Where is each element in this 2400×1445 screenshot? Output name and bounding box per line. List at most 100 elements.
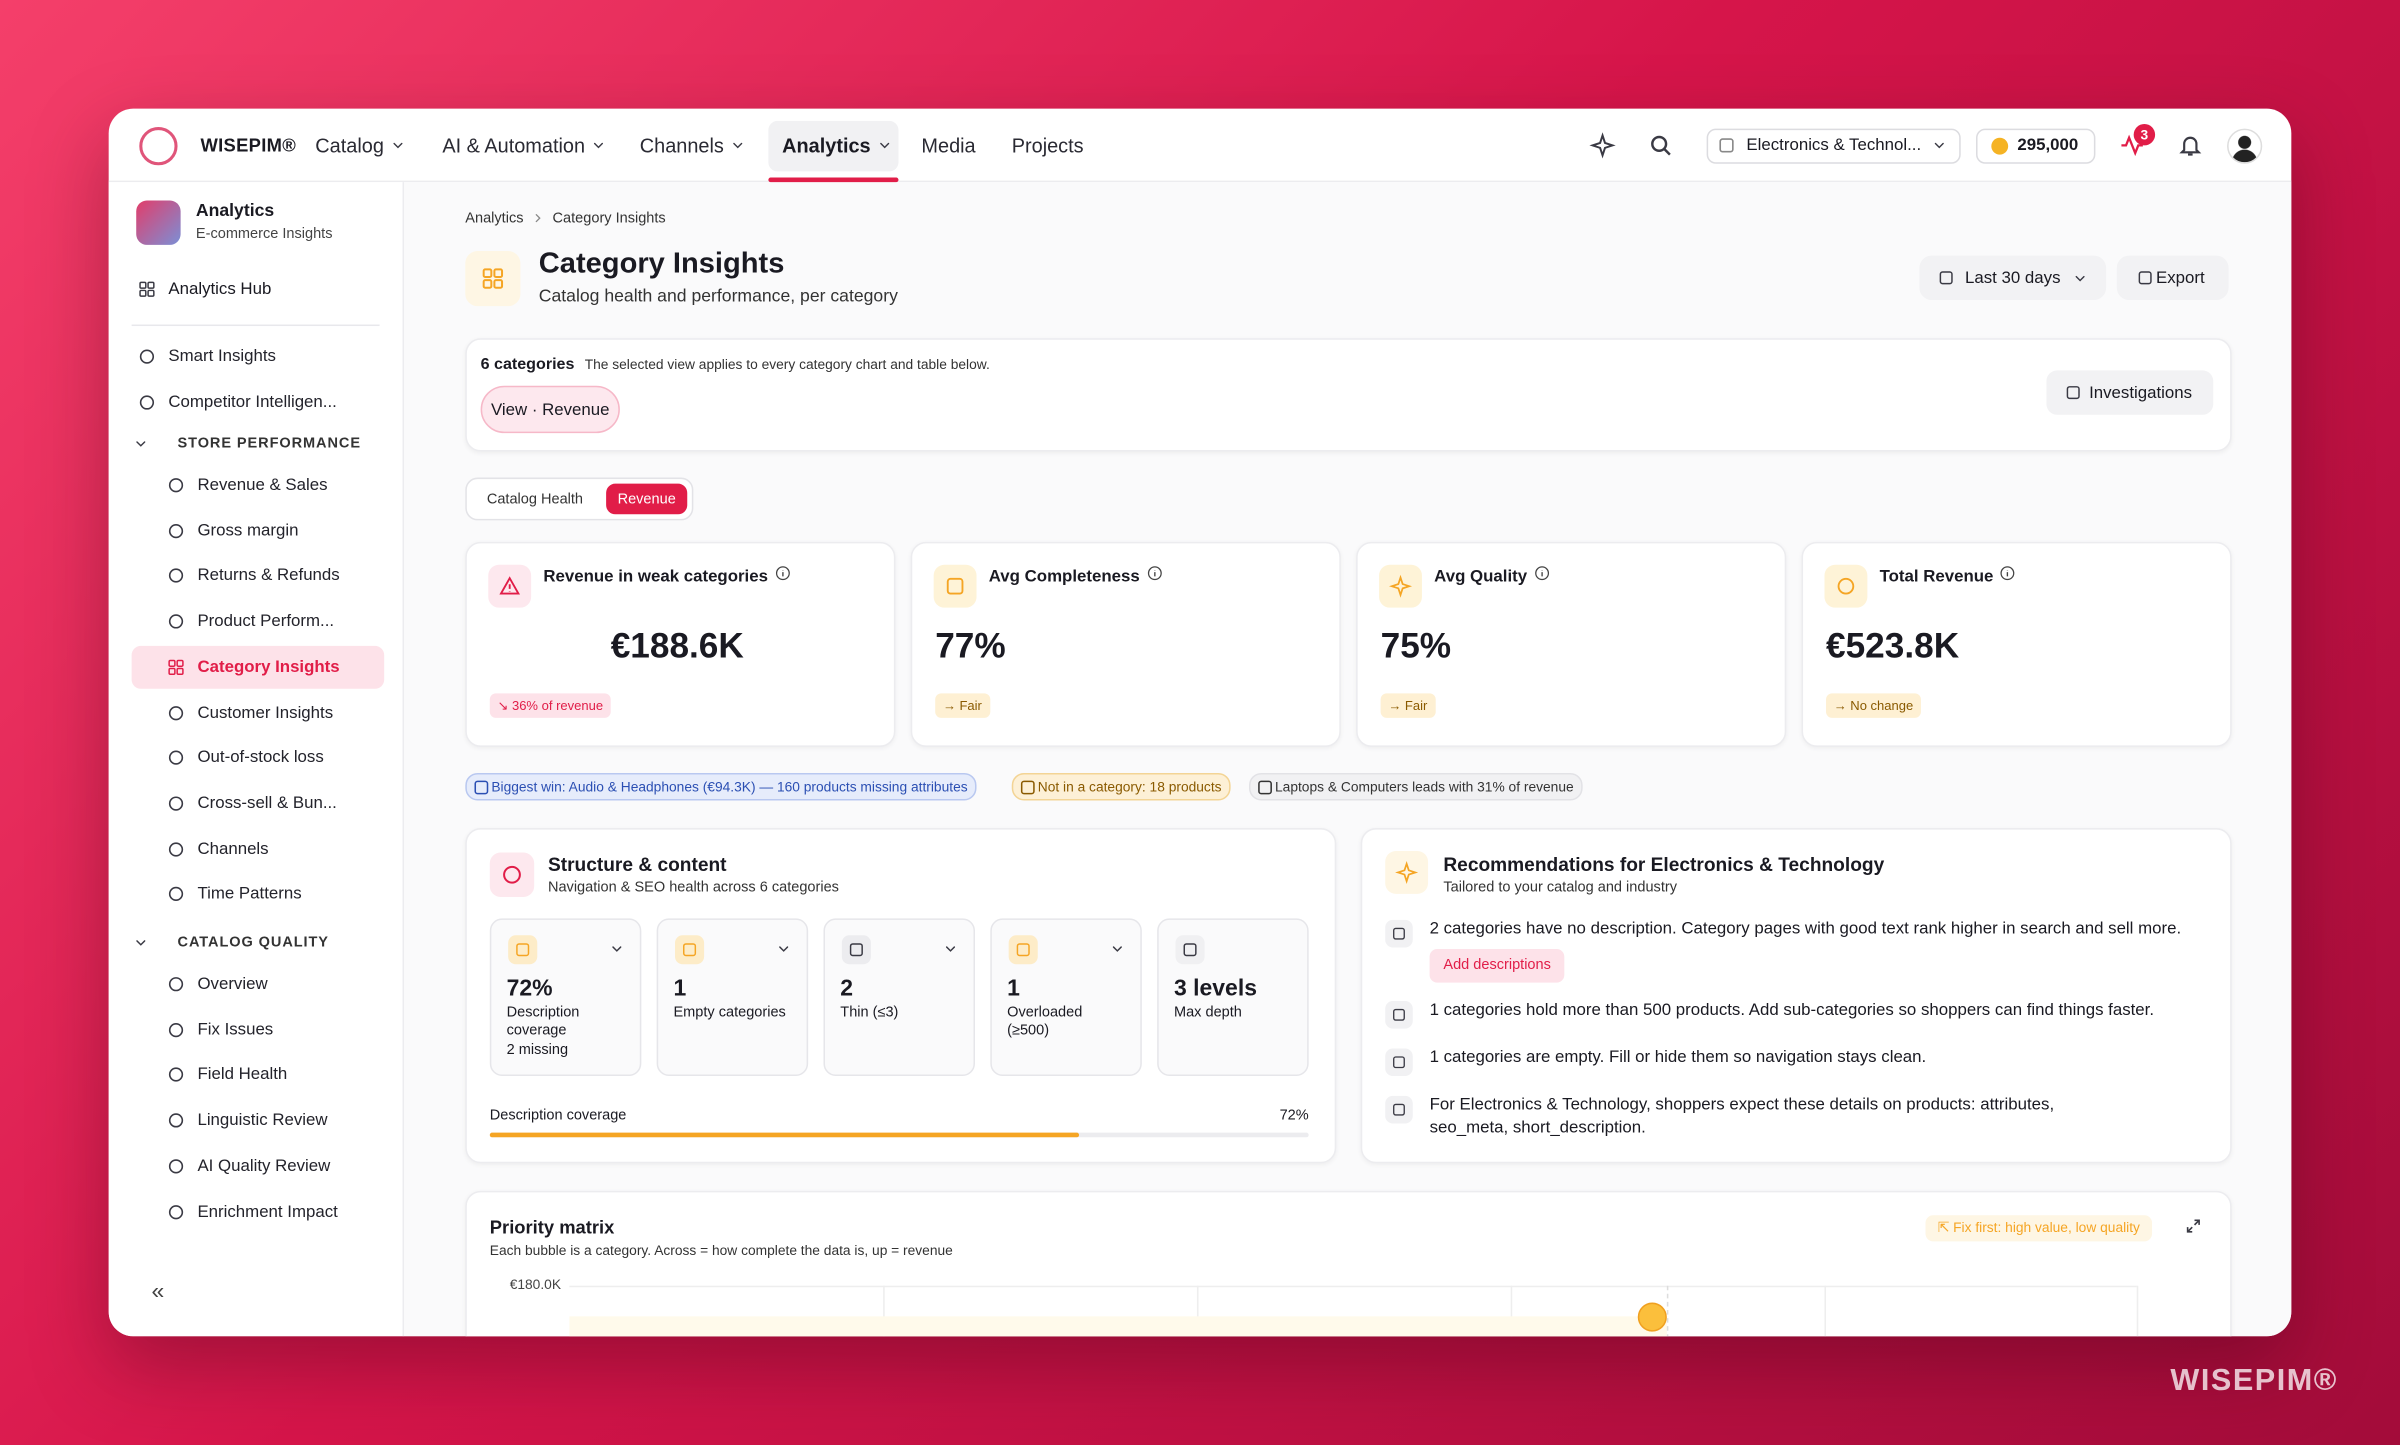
export-button[interactable]: Export	[2116, 255, 2229, 301]
info-icon	[775, 566, 790, 581]
stat-value: 1	[1007, 975, 1020, 1002]
structure-subtitle: Navigation & SEO health across 6 categor…	[547, 879, 839, 897]
page-icon	[482, 268, 504, 289]
sidebar-icon	[168, 659, 184, 675]
kpi-label: Revenue in weak categories	[543, 567, 768, 587]
nav-item[interactable]: Projects	[1011, 133, 1084, 157]
sidebar-section[interactable]: STORE PERFORMANCE	[177, 435, 361, 453]
matrix-threshold	[1666, 1285, 1669, 1337]
sidebar-icon	[168, 478, 184, 493]
kpi-badge: ↘ 36% of revenue	[489, 693, 611, 718]
credits: 295,000	[2017, 136, 2079, 155]
store-chevron	[1934, 142, 1944, 149]
sidebar-item[interactable]: Fix Issues	[197, 1020, 274, 1039]
range-button[interactable]: Last 30 days	[1919, 255, 2107, 301]
sidebar-section[interactable]: CATALOG QUALITY	[177, 934, 329, 952]
kpi-value: €188.6K	[610, 625, 744, 666]
rec-item-icon	[1393, 1103, 1405, 1116]
logo-mark	[139, 127, 178, 166]
nav-chevron	[880, 142, 890, 149]
sidebar	[108, 182, 405, 1337]
avatar[interactable]	[2227, 128, 2263, 164]
tab[interactable]: Revenue	[606, 483, 688, 515]
coverage-label: Description coverage	[489, 1107, 627, 1125]
filter-panel	[465, 338, 2232, 452]
search-icon	[1651, 135, 1671, 156]
sidebar-item[interactable]: Revenue & Sales	[197, 476, 328, 495]
sidebar-item[interactable]: Smart Insights	[168, 347, 276, 366]
kpi-value: 75%	[1380, 625, 1452, 666]
stat-icon-bg	[675, 935, 705, 965]
kpi-label: Avg Completeness	[988, 567, 1140, 587]
sidebar-hub[interactable]: Analytics Hub	[168, 280, 272, 299]
sidebar-item[interactable]: Category Insights	[197, 657, 340, 677]
coin	[1991, 137, 2009, 155]
rec-item-icon	[1393, 1056, 1405, 1069]
nav-item[interactable]: AI & Automation	[442, 133, 586, 157]
sidebar-item[interactable]: Returns & Refunds	[197, 566, 340, 586]
sidebar-item[interactable]: Overview	[197, 975, 268, 994]
sidebar-icon	[168, 523, 184, 538]
sidebar-item[interactable]: Product Perform...	[197, 612, 335, 631]
credits-box[interactable]	[1976, 128, 2096, 164]
kpi-value: €523.8K	[1826, 625, 1960, 666]
rec-text: 1 categories are empty. Fill or hide the…	[1429, 1048, 1927, 1067]
sidebar-item[interactable]: Linguistic Review	[197, 1111, 328, 1130]
nav-item[interactable]: Analytics	[782, 133, 871, 157]
stat-chevron	[612, 946, 622, 952]
sidebar-icon	[139, 395, 155, 410]
sidebar-item[interactable]: Gross margin	[197, 521, 299, 540]
insight-chip[interactable]: Biggest win: Audio & Headphones (€94.3K)…	[465, 772, 977, 801]
sidebar-icon	[168, 1158, 184, 1174]
sidebar-item[interactable]: Enrichment Impact	[197, 1202, 338, 1221]
chip-icon	[1258, 780, 1272, 795]
kpi-icon-bg	[933, 564, 977, 608]
sidebar-item[interactable]: Field Health	[197, 1065, 288, 1085]
kpi-label: Avg Quality	[1434, 567, 1528, 587]
sidebar-item[interactable]: AI Quality Review	[197, 1156, 331, 1176]
range-chevron	[2075, 275, 2085, 282]
sidebar-icon	[168, 796, 184, 811]
rec-item-icon-bg	[1385, 1001, 1413, 1029]
stat-chevron	[945, 946, 956, 952]
store-name: Electronics & Technol...	[1746, 136, 1922, 155]
notification-badge: 3	[2133, 123, 2156, 146]
investigations-button[interactable]: Investigations	[2046, 370, 2214, 415]
stat-label: Thin (≤3)	[840, 1004, 899, 1021]
sidebar-item[interactable]: Cross-sell & Bun...	[197, 794, 337, 813]
filter-note: The selected view applies to every categ…	[584, 356, 990, 372]
stat-label: Empty categories	[673, 1004, 786, 1021]
matrix-vgrid	[1196, 1285, 1199, 1337]
nav-chevron	[593, 142, 604, 149]
rec-item-icon-bg	[1385, 919, 1413, 948]
sidebar-icon	[168, 614, 184, 629]
sidebar-item[interactable]: Out-of-stock loss	[197, 748, 324, 768]
chip-icon	[1020, 780, 1035, 795]
tab[interactable]: Catalog Health	[486, 490, 584, 508]
kpi-icon	[1389, 574, 1413, 598]
sidebar-item[interactable]: Channels	[197, 839, 269, 859]
rec-icon-bg	[1385, 851, 1429, 894]
matrix-badge: ⇱ Fix first: high value, low quality	[1925, 1215, 2153, 1242]
recommendations-card	[1360, 828, 2232, 1164]
sidebar-item[interactable]: Customer Insights	[197, 703, 334, 722]
store-selector[interactable]	[1706, 128, 1961, 164]
coverage-value: 72%	[1279, 1107, 1309, 1125]
stat-icon	[516, 943, 530, 957]
view-pill[interactable]: View · Revenue	[480, 385, 620, 434]
insight-chip[interactable]: Laptops & Computers leads with 31% of re…	[1248, 772, 1583, 801]
kpi-icon	[946, 577, 964, 595]
section-icon	[136, 200, 181, 245]
insight-chip[interactable]: Not in a category: 18 products	[1011, 772, 1231, 801]
sidebar-item[interactable]: Time Patterns	[197, 885, 302, 904]
rec-action[interactable]: Add descriptions	[1429, 948, 1565, 983]
kpi-badge: → Fair	[1380, 693, 1435, 718]
collapse-button[interactable]: «	[151, 1278, 165, 1305]
sidebar-icon	[168, 977, 184, 992]
nav-item[interactable]: Media	[921, 133, 976, 157]
breadcrumb[interactable]: Analytics	[465, 210, 524, 228]
nav-item[interactable]: Channels	[639, 133, 724, 157]
nav-item[interactable]: Catalog	[315, 133, 384, 157]
sidebar-item[interactable]: Competitor Intelligen...	[168, 393, 337, 412]
